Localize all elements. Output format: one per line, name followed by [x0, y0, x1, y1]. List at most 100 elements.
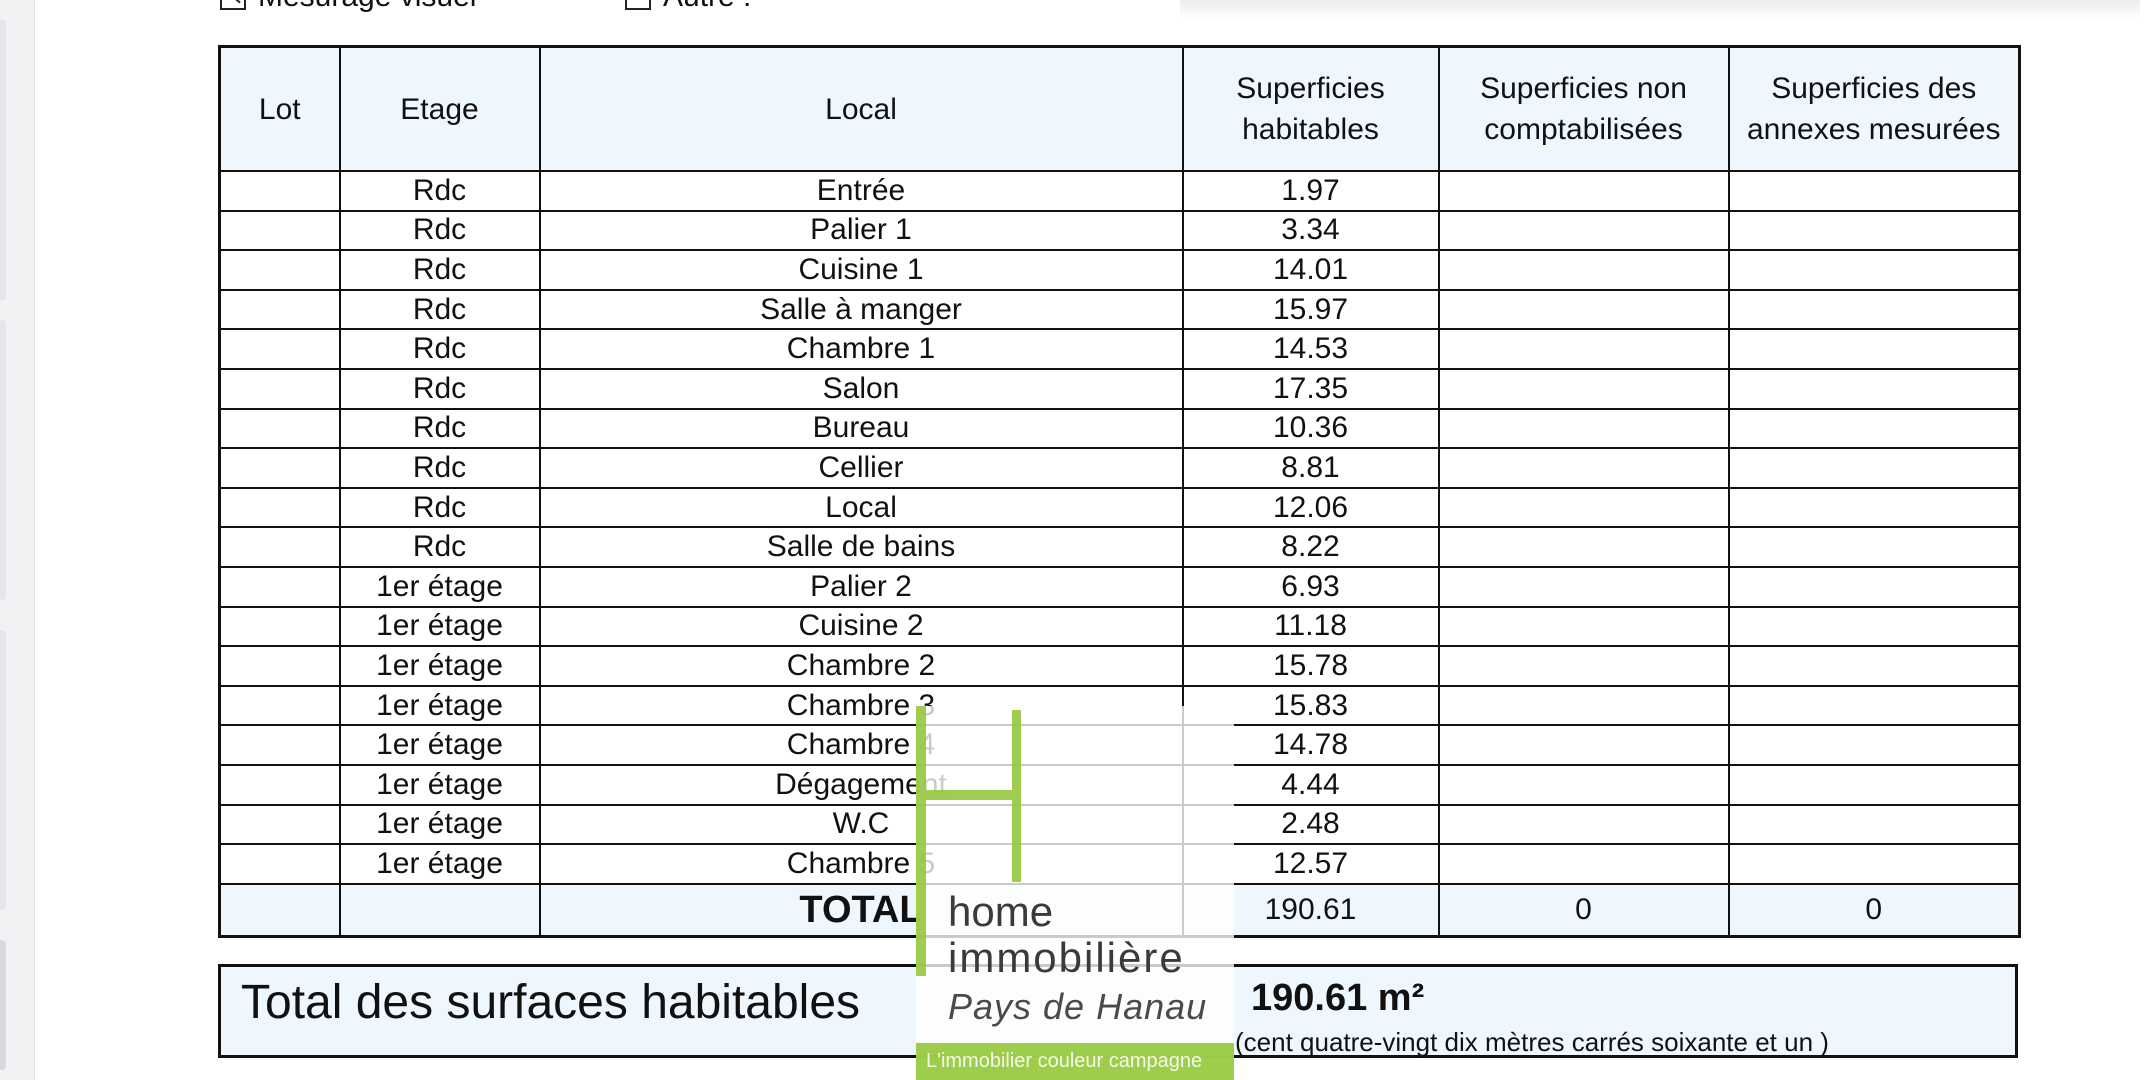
table-row: Rdc Palier 1 3.34 [218, 209, 2021, 252]
cell-non-comptabilisee [1437, 249, 1730, 291]
cell-habitable: 1.97 [1181, 170, 1440, 212]
summary-value-in-words: (cent quatre-vingt dix mètres carrés soi… [1235, 1027, 1829, 1057]
cell-non-comptabilisee [1437, 209, 1730, 252]
cell-etage: 1er étage [338, 763, 541, 806]
cell-annexe [1727, 367, 2021, 410]
summary-label: Total des surfaces habitables [241, 976, 861, 1029]
logo-wordmark-immobiliere: immobilière [948, 934, 1185, 981]
cell-etage: Rdc [338, 209, 541, 252]
header-lot: Lot [218, 45, 341, 172]
cell-local: Chambre 1 [538, 328, 1184, 370]
total-lot-cell [218, 882, 341, 938]
cell-habitable: 12.06 [1181, 486, 1440, 529]
logo-tagline: L'immobilier couleur campagne [926, 1050, 1203, 1072]
cell-local: Palier 1 [538, 209, 1184, 252]
cell-etage: Rdc [338, 486, 541, 529]
cell-lot [218, 565, 341, 608]
measurement-options: Mesurage visuel Autre : [210, 0, 1210, 12]
logo-h-mark-icon [916, 706, 1021, 976]
cell-habitable: 14.01 [1181, 249, 1440, 291]
cell-annexe [1727, 328, 2021, 370]
cell-lot [218, 447, 341, 489]
cell-etage: Rdc [338, 447, 541, 489]
left-scroll-rail [0, 0, 35, 1080]
header-superficies-non-comptabilisees: Superficies non comptabilisées [1437, 45, 1730, 172]
cell-lot [218, 288, 341, 331]
cell-lot [218, 526, 341, 568]
table-row: Rdc Salle à manger 15.97 [218, 288, 2021, 331]
cell-etage: 1er étage [338, 803, 541, 846]
cell-annexe [1727, 407, 2021, 450]
cell-annexe [1727, 288, 2021, 331]
cell-non-comptabilisee [1437, 565, 1730, 608]
cell-annexe [1727, 209, 2021, 252]
cell-etage: Rdc [338, 288, 541, 331]
table-row: Rdc Salle de bains 8.22 [218, 526, 2021, 568]
option-label: Mesurage visuel [258, 0, 476, 12]
cell-lot [218, 249, 341, 291]
cell-lot [218, 170, 341, 212]
logo-tagline-band [916, 1043, 1234, 1080]
header-etage: Etage [338, 45, 541, 172]
logo-backdrop [916, 706, 1234, 1080]
cell-habitable: 8.22 [1181, 526, 1440, 568]
cell-annexe [1727, 724, 2021, 766]
cell-local: Bureau [538, 407, 1184, 450]
table-row: Rdc Local 12.06 [218, 486, 2021, 529]
cell-etage: 1er étage [338, 684, 541, 727]
cell-non-comptabilisee [1437, 526, 1730, 568]
cell-non-comptabilisee [1437, 407, 1730, 450]
option-mesurage-visuel: Mesurage visuel [220, 0, 476, 12]
cell-annexe [1727, 843, 2021, 885]
cell-lot [218, 486, 341, 529]
cell-annexe [1727, 684, 2021, 727]
table-row: Rdc Entrée 1.97 [218, 170, 2021, 212]
cell-habitable: 15.78 [1181, 645, 1440, 687]
cell-local: Cuisine 2 [538, 605, 1184, 648]
cell-etage: Rdc [338, 328, 541, 370]
cell-non-comptabilisee [1437, 763, 1730, 806]
cell-local: Local [538, 486, 1184, 529]
cell-lot [218, 328, 341, 370]
cell-non-comptabilisee [1437, 328, 1730, 370]
cell-habitable: 6.93 [1181, 565, 1440, 608]
cell-etage: Rdc [338, 407, 541, 450]
cell-non-comptabilisee [1437, 367, 1730, 410]
cell-local: Entrée [538, 170, 1184, 212]
cell-local: Cuisine 1 [538, 249, 1184, 291]
rail-segment [0, 20, 6, 300]
cell-annexe [1727, 447, 2021, 489]
cell-annexe [1727, 605, 2021, 648]
table-row: 1er étage Palier 2 6.93 [218, 565, 2021, 608]
table-row: Rdc Cellier 8.81 [218, 447, 2021, 489]
header-superficies-annexes: Superficies des annexes mesurées [1727, 45, 2021, 172]
cell-etage: 1er étage [338, 605, 541, 648]
cell-non-comptabilisee [1437, 803, 1730, 846]
cell-lot [218, 209, 341, 252]
cell-habitable: 11.18 [1181, 605, 1440, 648]
option-label: Autre : [663, 0, 751, 12]
cell-lot [218, 367, 341, 410]
cell-non-comptabilisee [1437, 288, 1730, 331]
summary-value: 190.61 m² [1251, 977, 1425, 1019]
cell-lot [218, 605, 341, 648]
cell-habitable: 3.34 [1181, 209, 1440, 252]
cell-habitable: 8.81 [1181, 447, 1440, 489]
option-autre: Autre : [625, 0, 751, 12]
cell-local: Palier 2 [538, 565, 1184, 608]
rail-segment [0, 630, 6, 910]
cell-etage: 1er étage [338, 724, 541, 766]
cell-non-comptabilisee [1437, 605, 1730, 648]
cell-local: Chambre 2 [538, 645, 1184, 687]
logo-wordmark-region: Pays de Hanau [948, 986, 1208, 1027]
cell-non-comptabilisee [1437, 447, 1730, 489]
cell-etage: 1er étage [338, 565, 541, 608]
total-etage-cell [338, 882, 541, 938]
surface-table: Lot Etage Local Superficies habitables S… [218, 45, 2021, 938]
total-annexe: 0 [1727, 882, 2021, 938]
table-header-row: Lot Etage Local Superficies habitables S… [218, 45, 2021, 172]
cell-lot [218, 684, 341, 727]
cell-lot [218, 724, 341, 766]
cell-non-comptabilisee [1437, 645, 1730, 687]
table-row: Rdc Bureau 10.36 [218, 407, 2021, 450]
